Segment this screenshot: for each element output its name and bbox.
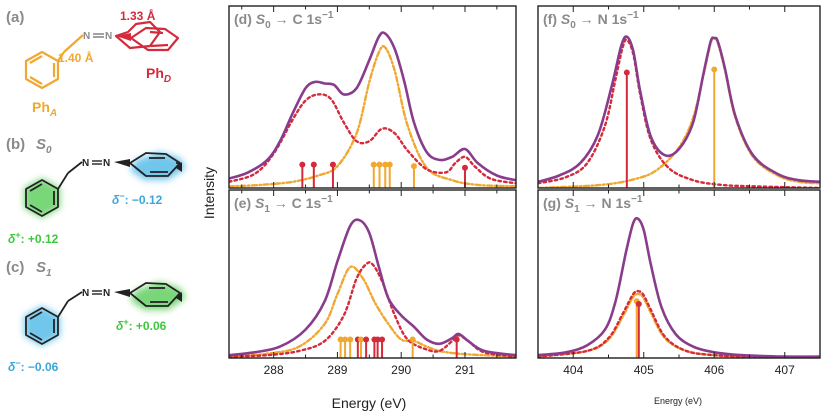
y-axis-label: Intensity (201, 167, 217, 219)
spectrum-panel-e: 288 289 290 291 (e) S1 → C 1s−1 (228, 189, 517, 377)
wedge-bond-icon (116, 33, 131, 41)
ph-a-ring-icon (24, 34, 84, 90)
stick-marker-phA (370, 161, 377, 168)
donor-charge: δ−: −0.12 (112, 191, 163, 207)
azo-icon: N N (82, 288, 110, 299)
stick-marker-phA (386, 161, 393, 168)
stick-marker-phD (623, 69, 630, 76)
azo-icon: N N (82, 158, 110, 169)
x-tick-label: 405 (634, 363, 654, 377)
wedge-bond-icon (114, 159, 130, 167)
phD-spectrum-line (229, 93, 516, 185)
acceptor-glow (24, 306, 60, 346)
panel-c-state: S1 (36, 259, 52, 279)
donor-charge: δ+: +0.06 (116, 317, 167, 333)
wedge-bond-icon (114, 289, 130, 297)
stick-marker-phA (337, 336, 344, 343)
stick-marker-phA (711, 66, 718, 73)
svg-text:N: N (83, 31, 90, 42)
ph-d-ring-icon (129, 282, 181, 307)
total-spectrum-line (229, 218, 516, 357)
spectra-plots: (d) S0 → C 1s−1 288 289 290 291 (e) S1 → C 1s… (228, 5, 821, 377)
x-tick-label: 289 (327, 363, 347, 377)
svg-text:N: N (103, 288, 110, 299)
x-tick-label: 407 (775, 363, 795, 377)
spectrum-panel-f: (f) S0 → N 1s−1 (537, 5, 821, 189)
stick-marker-phD (379, 336, 386, 343)
azo-icon: N N (83, 31, 112, 42)
stick-marker-phD (299, 161, 306, 168)
panel-a-label: (a) (6, 9, 24, 26)
svg-text:N: N (82, 288, 89, 299)
panel-title: (f) S0 → N 1s−1 (543, 10, 639, 31)
plot-frame (228, 5, 517, 189)
phD-spectrum-line (538, 38, 820, 188)
panel-b: (b) S0 N N δ−: −0.12 δ+: +0.12 (6, 136, 186, 246)
stick-marker-phD (461, 164, 468, 171)
bond-d-length: 1.33 Å (120, 8, 156, 23)
donor-glow (130, 152, 186, 180)
total-spectrum-line (229, 31, 516, 182)
ph-d-label: PhD (146, 65, 171, 85)
phA-spectrum-line (229, 45, 516, 188)
stick-marker-phA (410, 163, 417, 170)
donor-glow (130, 282, 186, 310)
svg-text:N: N (82, 158, 89, 169)
acceptor-charge: δ+: +0.12 (8, 230, 59, 246)
ph-d-ring-icon (129, 152, 181, 177)
x-tick-label: 290 (391, 363, 411, 377)
stick-marker-phD (329, 161, 336, 168)
stick-marker-phD (363, 336, 370, 343)
panel-title: (g) S1 → N 1s−1 (543, 194, 643, 215)
x-tick-label: 406 (704, 363, 724, 377)
plot-frame (537, 189, 821, 359)
stick-marker-phD (453, 336, 460, 343)
ph-a-ring-icon (25, 291, 83, 345)
svg-text:N: N (105, 31, 112, 42)
stick-marker-phA (358, 336, 365, 343)
acceptor-glow (24, 178, 60, 218)
stick-marker-phD (635, 301, 642, 308)
x-tick-label: 291 (455, 363, 475, 377)
phD-spectrum-line (229, 261, 516, 358)
panel-c-label: (c) (6, 259, 24, 276)
x-axis-label-carbon: Energy (eV) (332, 395, 407, 411)
plot-frame (228, 189, 517, 359)
panel-title: (d) S0 → C 1s−1 (234, 10, 334, 31)
ph-d-ring-icon (114, 20, 180, 52)
total-spectrum-line (538, 216, 820, 358)
stick-marker-phA (347, 336, 354, 343)
phA-spectrum-line (229, 265, 516, 358)
spectrum-panel-d: (d) S0 → C 1s−1 (228, 5, 517, 189)
stick-marker-phA (342, 336, 349, 343)
bond-a-length: 1.40 Å (58, 50, 94, 65)
phA-spectrum-line (538, 36, 820, 188)
panel-c: (c) S1 N N δ+: +0.06 δ−: −0.06 (6, 259, 186, 374)
panel-b-label: (b) (6, 136, 25, 153)
panel-a: (a) N N 1.33 Å 1.40 Å PhA PhD (6, 8, 180, 119)
spectrum-panel-g: 404 405 406 407 (g) S1 → N 1s−1 (537, 189, 821, 377)
x-tick-label: 288 (264, 363, 284, 377)
acceptor-charge: δ−: −0.06 (8, 358, 59, 374)
x-axis-label-nitrogen: Energy (eV) (654, 396, 702, 406)
ph-a-label: PhA (32, 99, 57, 119)
x-tick-label: 404 (563, 363, 583, 377)
stick-marker-phA (409, 336, 416, 343)
stick-marker-phA (382, 161, 389, 168)
stick-marker-phD (374, 336, 381, 343)
stick-marker-phA (376, 161, 383, 168)
panel-title: (e) S1 → C 1s−1 (234, 194, 333, 215)
total-spectrum-line (538, 35, 820, 184)
ph-a-ring-icon (25, 161, 83, 217)
stick-marker-phD (310, 161, 317, 168)
panel-b-state: S0 (36, 136, 52, 156)
svg-text:N: N (103, 158, 110, 169)
plot-frame (537, 5, 821, 189)
